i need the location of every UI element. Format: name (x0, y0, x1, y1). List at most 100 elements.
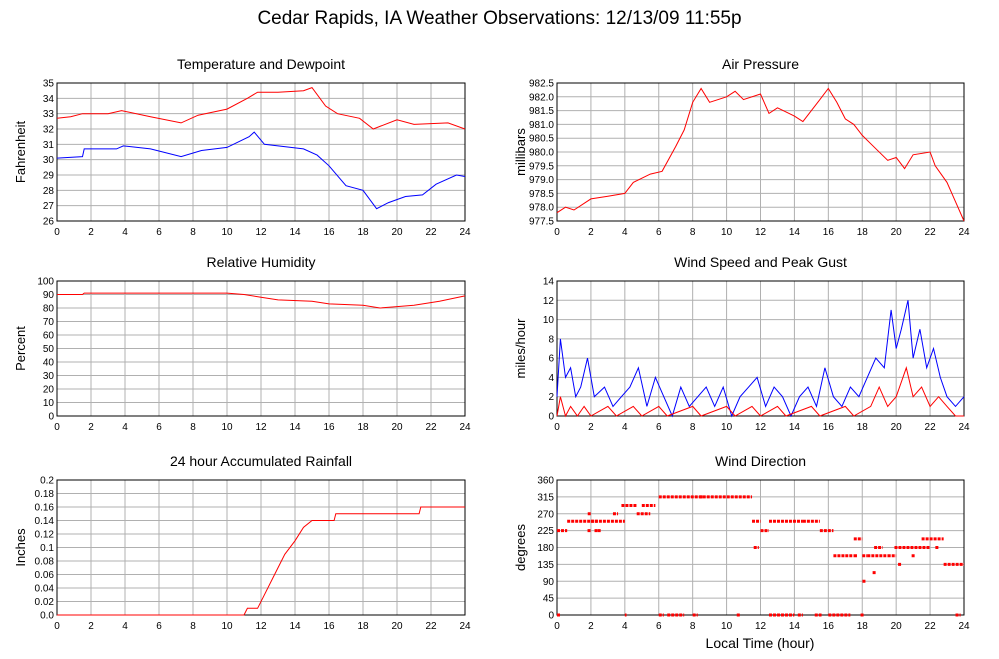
x-tick-label: 12 (755, 621, 767, 632)
x-tick-label: 14 (789, 227, 801, 238)
y-tick-label: 32 (43, 125, 55, 136)
x-tick-label: 4 (122, 227, 128, 238)
x-tick-label: 8 (190, 422, 196, 433)
x-tick-label: 10 (221, 621, 233, 632)
y-tick-label: 80 (43, 304, 55, 315)
x-tick-label: 12 (255, 621, 267, 632)
direction-point (898, 562, 902, 566)
plot-frame (56, 280, 466, 417)
x-tick-label: 22 (925, 422, 937, 433)
x-tick-label: 12 (255, 422, 267, 433)
x-tick-label: 24 (459, 227, 471, 238)
y-tick-label: 10 (43, 398, 55, 409)
x-tick-label: 8 (190, 621, 196, 632)
x-tick-label: 4 (622, 621, 628, 632)
x-tick-label: 18 (857, 422, 869, 433)
x-tick-label: 10 (721, 422, 733, 433)
x-tick-label: 18 (357, 227, 369, 238)
x-tick-label: 14 (289, 227, 301, 238)
x-tick-label: 16 (323, 621, 335, 632)
y-tick-label: 30 (43, 155, 55, 166)
x-tick-label: 0 (554, 227, 560, 238)
y-tick-label: 30 (43, 371, 55, 382)
series-line (57, 506, 465, 616)
y-tick-label: 0.06 (35, 570, 55, 581)
y-tick-label: 90 (43, 290, 55, 301)
direction-point (911, 554, 915, 558)
plot-title: Wind Direction (715, 453, 806, 469)
x-tick-label: 8 (690, 227, 696, 238)
y-axis-label: Fahrenheit (13, 121, 28, 184)
x-tick-label: 24 (958, 227, 970, 238)
page-title: Cedar Rapids, IA Weather Observations: 1… (257, 8, 742, 29)
x-tick-label: 22 (925, 227, 937, 238)
x-tick-label: 2 (588, 422, 594, 433)
x-tick-label: 14 (789, 422, 801, 433)
x-tick-label: 10 (221, 227, 233, 238)
y-tick-label: 40 (43, 358, 55, 369)
x-tick-label: 22 (925, 621, 937, 632)
direction-point (594, 529, 598, 533)
x-tick-label: 8 (690, 422, 696, 433)
y-tick-label: 977.5 (529, 217, 554, 228)
y-tick-label: 70 (43, 317, 55, 328)
x-tick-label: 16 (823, 621, 835, 632)
direction-point (872, 571, 876, 575)
x-tick-label: 10 (721, 621, 733, 632)
x-tick-label: 0 (554, 621, 560, 632)
x-tick-label: 6 (656, 227, 662, 238)
x-tick-label: 4 (622, 422, 628, 433)
y-tick-label: 981.0 (529, 120, 554, 131)
x-tick-label: 2 (88, 621, 94, 632)
x-tick-label: 2 (88, 422, 94, 433)
x-tick-label: 0 (54, 621, 60, 632)
y-tick-label: 225 (537, 526, 554, 537)
y-tick-label: 982.0 (529, 92, 554, 103)
x-tick-label: 20 (891, 621, 903, 632)
x-tick-label: 4 (622, 227, 628, 238)
x-tick-label: 2 (588, 227, 594, 238)
x-tick-label: 22 (425, 621, 437, 632)
y-tick-label: 0.18 (35, 489, 55, 500)
y-tick-label: 50 (43, 344, 55, 355)
y-tick-label: 100 (37, 277, 54, 288)
x-axis-label: Local Time (hour) (705, 635, 815, 651)
direction-point (862, 579, 866, 583)
y-tick-label: 0 (548, 611, 554, 622)
x-tick-label: 0 (54, 422, 60, 433)
direction-point (587, 512, 591, 516)
y-tick-label: 6 (548, 354, 554, 365)
y-tick-label: 0 (48, 412, 54, 423)
x-tick-label: 12 (755, 422, 767, 433)
y-tick-label: 35 (43, 79, 55, 90)
x-tick-label: 8 (190, 227, 196, 238)
y-tick-label: 982.5 (529, 79, 554, 90)
y-tick-label: 45 (543, 594, 555, 605)
x-tick-label: 16 (323, 227, 335, 238)
plot-frame (56, 82, 466, 222)
plot-title: Wind Speed and Peak Gust (674, 254, 847, 270)
direction-point (699, 495, 703, 499)
x-tick-label: 20 (391, 621, 403, 632)
plot-title: 24 hour Accumulated Rainfall (170, 453, 352, 469)
y-tick-label: 979.0 (529, 175, 554, 186)
x-tick-label: 8 (690, 621, 696, 632)
y-tick-label: 978.0 (529, 203, 554, 214)
x-tick-label: 14 (789, 621, 801, 632)
y-tick-label: 20 (43, 385, 55, 396)
x-tick-label: 0 (554, 422, 560, 433)
y-axis-label: Percent (13, 326, 28, 371)
x-tick-label: 10 (221, 422, 233, 433)
plot-frame (56, 479, 466, 616)
x-tick-label: 6 (156, 227, 162, 238)
x-tick-label: 6 (656, 621, 662, 632)
x-tick-label: 16 (323, 422, 335, 433)
plot-frame (556, 479, 965, 616)
x-tick-label: 18 (857, 227, 869, 238)
y-tick-label: 0.08 (35, 557, 55, 568)
series-line (56, 87, 466, 130)
x-tick-label: 20 (891, 227, 903, 238)
x-tick-label: 20 (891, 422, 903, 433)
y-tick-label: 980.5 (529, 134, 554, 145)
y-tick-label: 0.2 (40, 476, 54, 487)
